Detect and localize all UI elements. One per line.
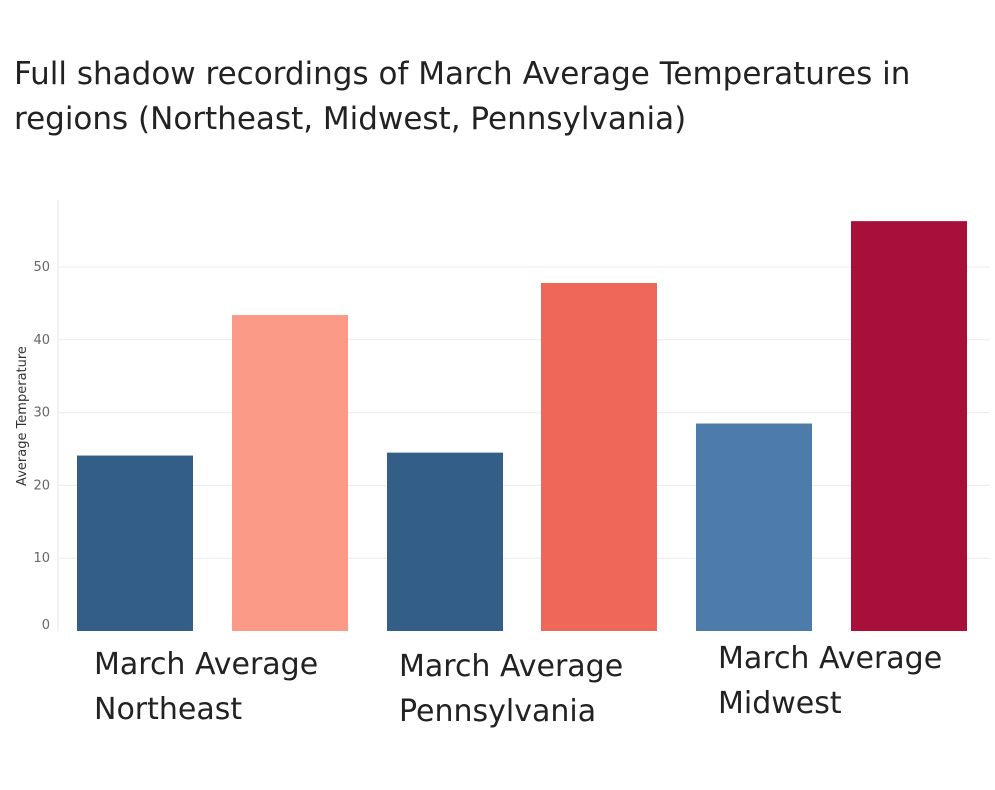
y-axis-label: Average Temperature [15,346,30,486]
y-tick-label: 0 [42,618,50,633]
bar [387,452,503,631]
bar [232,315,348,631]
y-tick-label: 20 [33,478,50,493]
y-tick-label: 30 [33,406,50,421]
bar [696,423,812,631]
bars [77,221,967,632]
category-label-midwest: March Average Midwest [718,641,943,721]
bar [77,455,193,631]
y-tick-label: 40 [33,333,50,348]
bar [851,221,967,632]
chart-title: Full shadow recordings of March Average … [14,56,911,137]
bar [541,283,657,631]
y-tick-label: 50 [33,260,50,275]
category-label-northeast: March Average Northeast [94,647,319,727]
y-tick-label: 10 [33,551,50,566]
gridlines [57,200,990,631]
category-label-pennsylvania: March Average Pennsylvania [399,649,624,729]
y-axis-ticks: 0 10 20 30 40 50 [33,260,50,633]
